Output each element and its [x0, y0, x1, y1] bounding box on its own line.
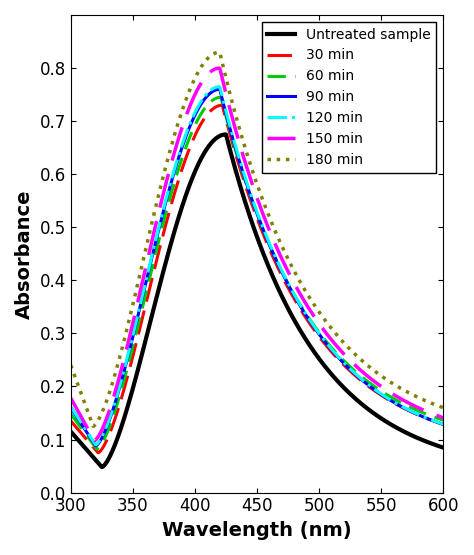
- 60 min: [306, 315, 312, 322]
- Line: 60 min: 60 min: [71, 97, 443, 449]
- Untreated sample: [390, 422, 395, 428]
- 180 min: [440, 405, 446, 411]
- 90 min: [306, 316, 312, 323]
- 180 min: [91, 422, 97, 429]
- 30 min: [295, 301, 301, 308]
- 120 min: [306, 315, 312, 322]
- 90 min: [440, 421, 446, 428]
- 90 min: [93, 442, 99, 449]
- 30 min: [68, 417, 73, 424]
- 60 min: [440, 417, 446, 423]
- Line: 30 min: 30 min: [71, 105, 443, 453]
- 120 min: [295, 297, 301, 304]
- 60 min: [68, 411, 73, 417]
- 90 min: [217, 86, 222, 93]
- 150 min: [92, 437, 98, 444]
- 180 min: [351, 350, 357, 357]
- 60 min: [285, 280, 291, 287]
- Line: Untreated sample: Untreated sample: [71, 134, 443, 467]
- 150 min: [68, 395, 73, 401]
- 30 min: [306, 319, 312, 326]
- 120 min: [91, 438, 97, 445]
- 120 min: [390, 398, 395, 405]
- 30 min: [390, 398, 395, 405]
- Legend: Untreated sample, 30 min, 60 min, 90 min, 120 min, 150 min, 180 min: Untreated sample, 30 min, 60 min, 90 min…: [262, 22, 436, 173]
- 30 min: [91, 444, 97, 451]
- 180 min: [295, 274, 301, 281]
- 150 min: [217, 65, 222, 72]
- 60 min: [390, 395, 395, 401]
- X-axis label: Wavelength (nm): Wavelength (nm): [162, 521, 352, 540]
- 150 min: [440, 415, 446, 421]
- 60 min: [351, 367, 357, 374]
- 120 min: [440, 421, 446, 427]
- 60 min: [94, 446, 100, 452]
- 90 min: [91, 440, 97, 446]
- 30 min: [285, 284, 291, 291]
- 30 min: [219, 102, 225, 109]
- 180 min: [217, 49, 222, 56]
- 90 min: [351, 370, 357, 376]
- Line: 90 min: 90 min: [71, 89, 443, 446]
- 90 min: [295, 299, 301, 305]
- 150 min: [295, 286, 301, 293]
- 120 min: [285, 280, 291, 286]
- Y-axis label: Absorbance: Absorbance: [15, 189, 34, 319]
- Untreated sample: [440, 444, 446, 451]
- Line: 120 min: 120 min: [71, 87, 443, 445]
- 60 min: [91, 441, 97, 448]
- Untreated sample: [68, 428, 73, 435]
- 180 min: [91, 423, 96, 430]
- 60 min: [218, 94, 224, 100]
- 60 min: [295, 297, 301, 304]
- Untreated sample: [99, 464, 105, 471]
- 180 min: [390, 380, 395, 387]
- 150 min: [351, 361, 357, 368]
- 90 min: [68, 405, 73, 411]
- 30 min: [440, 421, 446, 427]
- 120 min: [217, 83, 222, 90]
- 150 min: [390, 391, 395, 397]
- Untreated sample: [223, 131, 228, 138]
- 30 min: [95, 450, 101, 456]
- 150 min: [285, 268, 291, 275]
- 180 min: [306, 294, 312, 300]
- Untreated sample: [285, 305, 291, 312]
- 90 min: [390, 398, 395, 405]
- Untreated sample: [91, 455, 97, 461]
- 180 min: [68, 362, 73, 369]
- 90 min: [285, 281, 291, 287]
- 150 min: [306, 305, 312, 312]
- 120 min: [93, 441, 99, 448]
- Untreated sample: [295, 323, 301, 330]
- 120 min: [351, 369, 357, 376]
- 30 min: [351, 371, 357, 378]
- 120 min: [68, 403, 73, 410]
- 150 min: [91, 436, 97, 442]
- Line: 180 min: 180 min: [71, 52, 443, 426]
- Untreated sample: [351, 394, 357, 401]
- Line: 150 min: 150 min: [71, 68, 443, 441]
- Untreated sample: [306, 341, 312, 347]
- 180 min: [285, 256, 291, 263]
